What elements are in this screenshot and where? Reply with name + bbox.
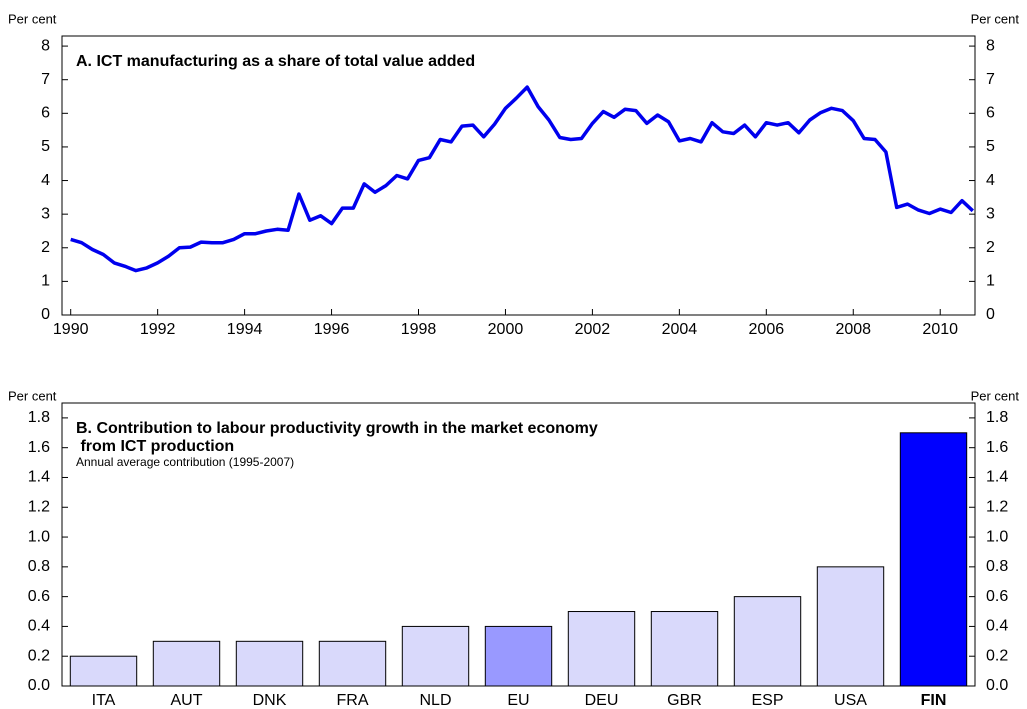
x-tick-label: ESP — [751, 692, 783, 709]
x-tick-label: 1994 — [227, 321, 263, 338]
x-tick-label: ITA — [92, 692, 116, 709]
y-tick-label: 2 — [41, 239, 50, 256]
y-tick-label: 4 — [41, 172, 50, 189]
y-tick-label: 0.6 — [28, 588, 50, 605]
y-axis-label: Per cent — [8, 11, 57, 26]
y-tick-label: 1.2 — [28, 498, 50, 515]
y2-tick-label: 0.4 — [986, 618, 1008, 635]
x-tick-label: USA — [834, 692, 867, 709]
bar — [733, 596, 802, 687]
y2-tick-label: 1.0 — [986, 528, 1008, 545]
x-tick-label: 2006 — [749, 321, 785, 338]
y-tick-label: 6 — [41, 105, 50, 122]
bar — [816, 566, 885, 687]
y2-tick-label: 0.6 — [986, 588, 1008, 605]
y2-tick-label: 3 — [986, 205, 995, 222]
y2-tick-label: 2 — [986, 239, 995, 256]
y-axis-label: Per cent — [8, 388, 57, 403]
y-tick-label: 0.4 — [28, 618, 50, 635]
y2-tick-label: 1 — [986, 273, 995, 290]
y-tick-label: 8 — [41, 37, 50, 54]
y2-axis-label: Per cent — [971, 11, 1020, 26]
bar — [401, 625, 470, 687]
x-tick-label: DEU — [585, 692, 619, 709]
y2-tick-label: 1.2 — [986, 498, 1008, 515]
y-tick-label: 0.2 — [28, 647, 50, 664]
y-tick-label: 0.0 — [28, 677, 50, 694]
x-tick-label: 1990 — [53, 321, 89, 338]
y-tick-label: 1.4 — [28, 469, 50, 486]
y-tick-label: 7 — [41, 71, 50, 88]
y2-tick-label: 1.8 — [986, 409, 1008, 426]
plot-frame — [61, 35, 976, 316]
y-tick-label: 1 — [41, 273, 50, 290]
y2-tick-label: 0.0 — [986, 677, 1008, 694]
y-tick-label: 0.8 — [28, 558, 50, 575]
x-tick-label: AUT — [171, 692, 203, 709]
y2-tick-label: 0.2 — [986, 647, 1008, 664]
y2-tick-label: 7 — [986, 71, 995, 88]
x-tick-label: 2008 — [835, 321, 871, 338]
x-tick-label: 2004 — [662, 321, 698, 338]
chart-title: A. ICT manufacturing as a share of total… — [76, 53, 475, 70]
y-tick-label: 3 — [41, 205, 50, 222]
x-tick-label: 1996 — [314, 321, 350, 338]
chart-title: B. Contribution to labour productivity g… — [76, 420, 598, 437]
bar — [235, 640, 304, 687]
y-tick-label: 1.0 — [28, 528, 50, 545]
bar — [152, 640, 221, 687]
y-tick-label: 1.8 — [28, 409, 50, 426]
x-tick-label: DNK — [253, 692, 287, 709]
y2-tick-label: 1.4 — [986, 469, 1008, 486]
x-tick-label: FIN — [921, 692, 947, 709]
x-tick-label: EU — [507, 692, 529, 709]
y2-tick-label: 5 — [986, 138, 995, 155]
x-tick-label: 2002 — [575, 321, 611, 338]
y2-tick-label: 6 — [986, 105, 995, 122]
x-tick-label: FRA — [337, 692, 369, 709]
bar — [650, 611, 719, 687]
y-tick-label: 0 — [41, 306, 50, 323]
bar — [567, 611, 636, 687]
x-tick-label: 1998 — [401, 321, 437, 338]
bar — [318, 640, 387, 687]
y-tick-label: 1.6 — [28, 439, 50, 456]
chart-subtitle: Annual average contribution (1995-2007) — [76, 455, 294, 469]
x-tick-label: NLD — [419, 692, 451, 709]
x-tick-label: GBR — [667, 692, 702, 709]
y2-tick-label: 0 — [986, 306, 995, 323]
x-tick-label: 1992 — [140, 321, 176, 338]
x-tick-label: 2010 — [922, 321, 958, 338]
bar — [69, 655, 138, 687]
bar — [484, 625, 553, 687]
bar — [899, 432, 968, 687]
data-line — [70, 85, 974, 273]
chart-title: from ICT production — [76, 438, 234, 455]
y2-tick-label: 8 — [986, 37, 995, 54]
y2-axis-label: Per cent — [971, 388, 1020, 403]
y2-tick-label: 0.8 — [986, 558, 1008, 575]
y2-tick-label: 1.6 — [986, 439, 1008, 456]
x-tick-label: 2000 — [488, 321, 524, 338]
y-tick-label: 5 — [41, 138, 50, 155]
y2-tick-label: 4 — [986, 172, 995, 189]
